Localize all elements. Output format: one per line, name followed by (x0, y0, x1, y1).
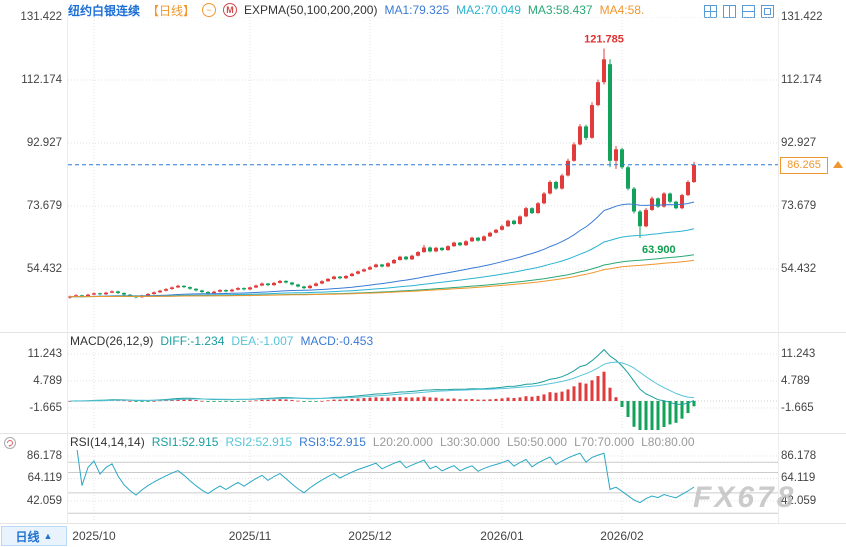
y-axis-label: 92.927 (781, 137, 817, 149)
y-axis-label: -1.665 (29, 402, 62, 414)
macd-plot[interactable] (68, 346, 778, 430)
y-axis-label: 11.243 (781, 348, 816, 360)
rsi3-value: RSI3:52.915 (299, 435, 366, 449)
y-axis-label: 42.059 (26, 495, 62, 507)
svg-text:63.900: 63.900 (642, 244, 676, 256)
rsi-header: RSI(14,14,14) RSI1:52.915 RSI2:52.915 RS… (70, 435, 695, 449)
price-chart-header: 纽约白银连续 【日线】 − M EXPMA(50,100,200,200) MA… (68, 3, 645, 18)
macd-diff-value: DIFF:-1.234 (160, 334, 225, 348)
last-price-tag: 86.265 (780, 157, 828, 174)
rsi2-value: RSI2:52.915 (225, 435, 293, 449)
period-label: 【日线】 (147, 3, 196, 18)
y-axis-label: 54.432 (781, 263, 817, 275)
layout-grid-icon[interactable] (703, 4, 718, 19)
rsi-level-70: L70:70.000 (574, 435, 635, 449)
y-axis-label: 131.422 (781, 11, 823, 23)
rsi1-value: RSI1:52.915 (151, 435, 219, 449)
x-axis-label: 2026/02 (600, 529, 644, 543)
indicator-badge-icon: M (223, 3, 238, 17)
macd-dea-value: DEA:-1.007 (231, 334, 294, 348)
y-axis-label: 86.178 (26, 450, 62, 462)
y-axis-label: 64.119 (781, 472, 816, 484)
rsi-title: RSI(14,14,14) (70, 435, 145, 449)
panel-divider (0, 332, 846, 333)
rsi-level-50: L50:50.000 (507, 435, 568, 449)
layout-columns-icon[interactable] (722, 4, 737, 19)
price-plot[interactable]: 121.785 63.900 (68, 17, 778, 332)
panel-divider (0, 523, 846, 524)
y-axis-label: 42.059 (781, 495, 817, 507)
x-axis-label: 2025/10 (72, 529, 116, 543)
y-axis-label: 4.789 (33, 375, 62, 387)
svg-text:121.785: 121.785 (584, 34, 624, 46)
rsi-level-80: L80:80.00 (641, 435, 695, 449)
y-axis-label: 86.178 (781, 450, 817, 462)
rsi-plot[interactable] (68, 450, 778, 522)
layout-single-icon[interactable] (760, 4, 775, 19)
y-axis-label: 4.789 (781, 375, 810, 387)
y-axis-label: 131.422 (20, 11, 62, 23)
collapse-icon[interactable]: − (202, 3, 217, 17)
y-axis-label: 73.679 (26, 200, 62, 212)
study-label: EXPMA(50,100,200,200) (244, 3, 378, 17)
macd-title: MACD(26,12,9) (70, 334, 154, 348)
rsi-level-20: L20:20.000 (372, 435, 433, 449)
macd-header: MACD(26,12,9) DIFF:-1.234 DEA:-1.007 MAC… (70, 334, 373, 348)
x-axis-label: 2025/11 (228, 529, 272, 543)
y-axis-label: 54.432 (26, 263, 62, 275)
rsi-level-30: L30:30.000 (439, 435, 500, 449)
macd-hist-value: MACD:-0.453 (300, 334, 374, 348)
axis-divider-right (778, 17, 779, 523)
y-axis-label: 11.243 (27, 348, 62, 360)
x-axis-label: 2026/01 (480, 529, 524, 543)
layout-toolbar (703, 4, 775, 19)
y-axis-label: 92.927 (26, 137, 62, 149)
watermark: FX678 (693, 481, 797, 514)
period-tab-daily[interactable]: 日线 ▲ (1, 526, 67, 546)
indicator-switch-icon[interactable] (3, 436, 17, 453)
ma3-value: MA3:58.437 (527, 3, 593, 17)
ma2-value: MA2:70.049 (456, 3, 521, 17)
latest-price-marker[interactable] (833, 161, 843, 168)
period-tab-label: 日线 (15, 529, 40, 544)
layout-rows-icon[interactable] (741, 4, 756, 19)
ma4-value: MA4:58. (599, 3, 645, 17)
y-axis-label: 112.174 (21, 74, 62, 86)
chevron-up-icon: ▲ (43, 531, 53, 541)
ma1-value: MA1:79.325 (384, 3, 450, 17)
y-axis-label: -1.665 (781, 402, 814, 414)
panel-divider (0, 433, 846, 434)
y-axis-label: 73.679 (781, 200, 817, 212)
last-price-value: 86.265 (787, 159, 821, 171)
axis-divider-left (67, 17, 68, 523)
y-axis-label: 64.119 (27, 472, 62, 484)
symbol-name: 纽约白银连续 (68, 3, 141, 18)
x-axis-label: 2025/12 (348, 529, 392, 543)
y-axis-label: 112.174 (781, 74, 822, 86)
